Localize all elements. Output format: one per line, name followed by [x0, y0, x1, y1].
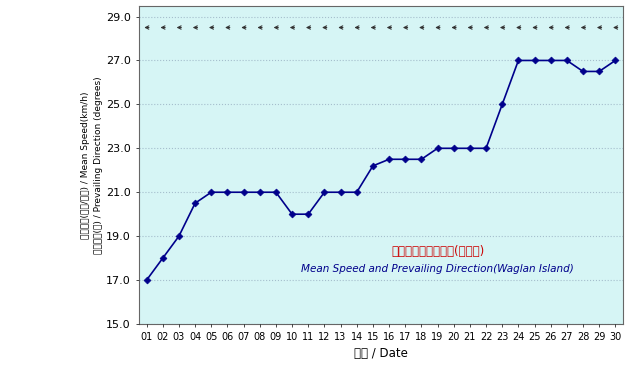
X-axis label: 日期 / Date: 日期 / Date	[354, 347, 408, 360]
Text: 平均風速及盛行風向(滝屬島): 平均風速及盛行風向(滝屬島)	[391, 245, 484, 258]
Y-axis label: 平均風速(公里/小時) / Mean Speed(km/h)
盛行風向(度) / Prevailing Direction (degrees): 平均風速(公里/小時) / Mean Speed(km/h) 盛行風向(度) /…	[81, 76, 103, 254]
Text: Mean Speed and Prevailing Direction(Waglan Island): Mean Speed and Prevailing Direction(Wagl…	[301, 264, 574, 274]
